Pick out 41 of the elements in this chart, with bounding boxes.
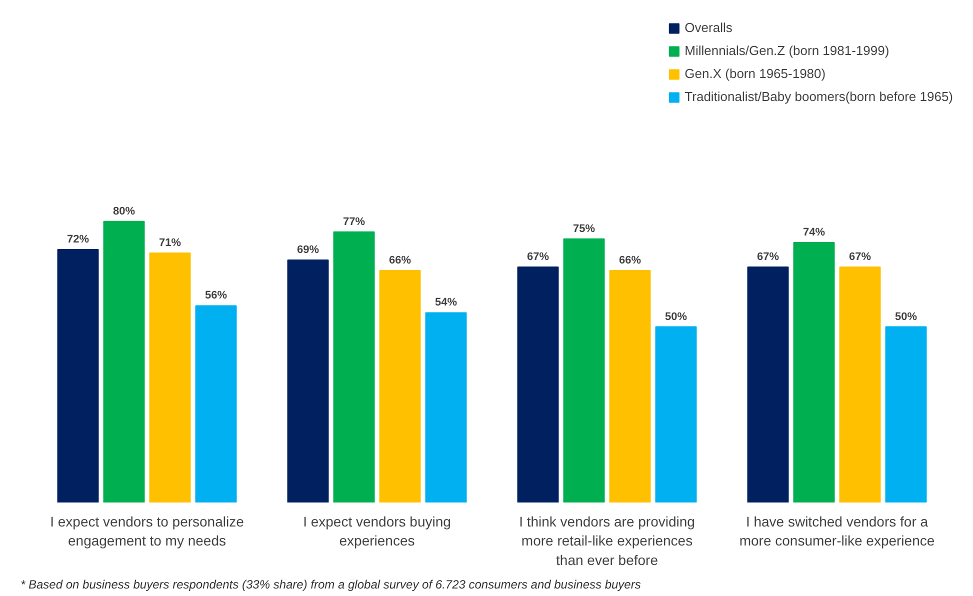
data-label: 74%	[802, 226, 826, 238]
legend-label: Traditionalist/Baby boomers(born before 1965)	[684, 89, 953, 104]
x-tick-label: I expect vendors buying experiences	[303, 514, 451, 549]
data-label: 50%	[664, 310, 688, 323]
data-label: 66%	[388, 254, 412, 267]
data-label: 77%	[342, 216, 366, 228]
bar	[195, 305, 237, 502]
bar	[793, 242, 835, 502]
data-label: 80%	[112, 205, 136, 218]
data-label: 69%	[296, 244, 320, 256]
data-label: 67%	[526, 251, 550, 264]
bar	[287, 260, 329, 502]
data-label: 66%	[618, 254, 642, 267]
legend-label: Millennials/Gen.Z (born 1981-1999)	[684, 43, 890, 58]
x-tick-label: I think vendors are providing more retail-like experiences than ever before	[519, 514, 695, 568]
data-label: 75%	[572, 222, 596, 235]
bar	[379, 270, 421, 502]
bar	[563, 238, 605, 502]
bar	[609, 270, 651, 502]
data-label: 67%	[848, 251, 872, 264]
data-label: 56%	[204, 290, 228, 302]
bar	[655, 326, 697, 502]
data-label: 50%	[894, 310, 918, 323]
x-tick-label: I have switched vendors for a more consumer-like experience	[739, 514, 935, 549]
x-tick-label: I expect vendors to personalize engagement to my needs	[50, 514, 244, 549]
bar	[149, 252, 191, 502]
legend-label: Gen.X (born 1965-1980)	[684, 66, 826, 81]
data-label: 54%	[434, 296, 458, 309]
text: * Based on business buyers respondents (33% share) from a global survey of 6.723 consumers and business buyers	[20, 578, 641, 592]
data-label: 71%	[158, 236, 182, 249]
bar	[747, 266, 789, 502]
bar	[333, 231, 375, 502]
bar	[425, 312, 467, 502]
data-label: 67%	[756, 251, 780, 264]
bar	[839, 266, 881, 502]
bar	[517, 266, 559, 502]
bar	[885, 326, 927, 502]
bar	[103, 220, 145, 502]
bar	[57, 248, 99, 502]
legend-label: Overalls	[684, 20, 732, 35]
data-label: 72%	[66, 233, 90, 246]
